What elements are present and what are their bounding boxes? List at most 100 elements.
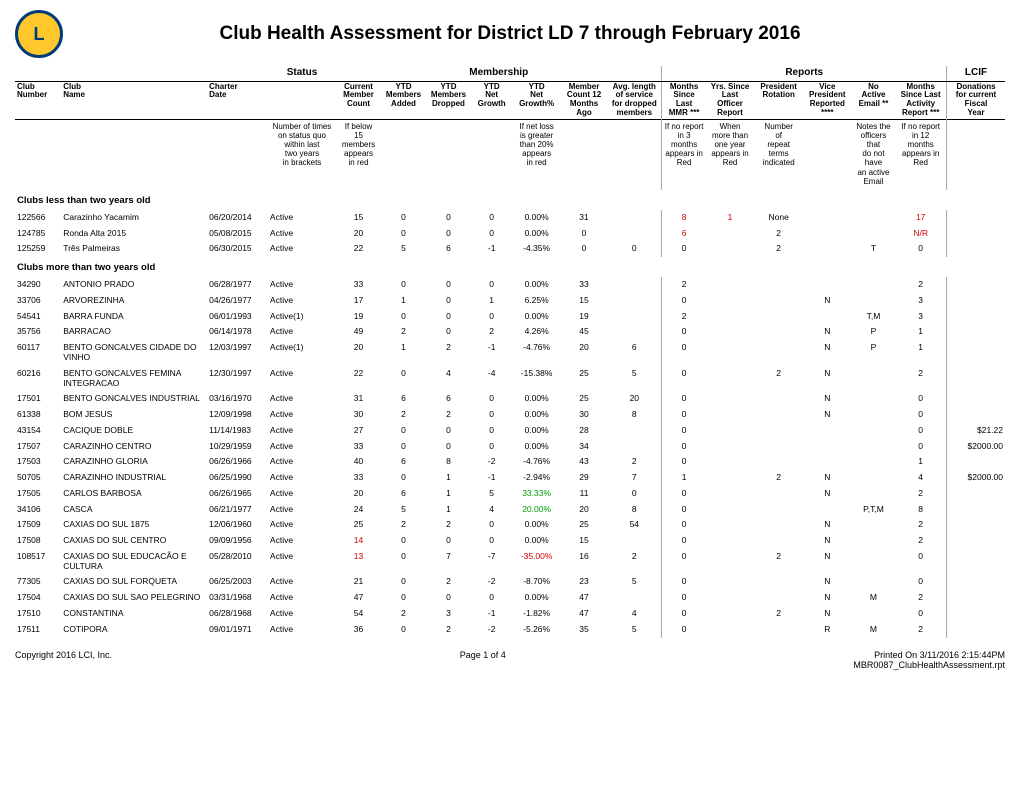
charter-date: 12/30/1997 [207,366,268,392]
officer-report [706,517,755,533]
club-number: 17505 [15,486,61,502]
vp-reported [803,210,852,226]
net-growth-pct: -4.76% [512,454,561,470]
footer: Copyright 2016 LCI, Inc. Page 1 of 4 Pri… [15,650,1005,670]
mmr: 2 [662,277,706,293]
activity-report: 0 [895,391,946,407]
dropped: 8 [426,454,471,470]
count-12mo: 34 [561,439,607,455]
net-growth-pct: -1.82% [512,606,561,622]
club-name: ARVOREZINHA [61,293,207,309]
charter-date: 06/26/1966 [207,454,268,470]
charter-date: 06/21/1977 [207,502,268,518]
donations [946,391,1005,407]
activity-report: 1 [895,454,946,470]
note-mmr: If no report in 3 months appears in Red [662,119,706,190]
status: Active [268,439,336,455]
table-row: 17510CONSTANTINA06/28/1968Active5423-1-1… [15,606,1005,622]
net-growth-pct: 0.00% [512,423,561,439]
net-growth-pct: -15.38% [512,366,561,392]
status: Active [268,622,336,638]
club-number: 43154 [15,423,61,439]
activity-report: 0 [895,423,946,439]
net-growth: 5 [471,486,512,502]
col-header-5: YTD Members Added [381,81,426,119]
count-12mo: 0 [561,241,607,257]
officer-report [706,549,755,575]
club-number: 17501 [15,391,61,407]
donations [946,486,1005,502]
member-count: 20 [336,226,381,242]
club-number: 122566 [15,210,61,226]
activity-report: 2 [895,277,946,293]
status: Active [268,391,336,407]
club-name: CAXIAS DO SUL 1875 [61,517,207,533]
club-number: 34290 [15,277,61,293]
added: 0 [381,226,426,242]
added: 0 [381,470,426,486]
mmr: 0 [662,454,706,470]
net-growth-pct: 0.00% [512,533,561,549]
table-row: 122566Carazinho Yacamim06/20/2014Active1… [15,210,1005,226]
vp-reported: N [803,606,852,622]
charter-date: 06/25/2003 [207,574,268,590]
club-number: 61338 [15,407,61,423]
mmr: 6 [662,226,706,242]
member-count: 17 [336,293,381,309]
added: 5 [381,502,426,518]
count-12mo: 19 [561,309,607,325]
activity-report: 3 [895,293,946,309]
club-name: CAXIAS DO SUL FORQUETA [61,574,207,590]
avg-service [607,590,662,606]
added: 0 [381,590,426,606]
count-12mo: 11 [561,486,607,502]
net-growth: -1 [471,606,512,622]
vp-reported [803,454,852,470]
club-name: BOM JESUS [61,407,207,423]
club-name: BENTO GONCALVES FEMINA INTEGRACAO [61,366,207,392]
officer-report [706,407,755,423]
vp-reported: N [803,366,852,392]
donations [946,277,1005,293]
net-growth-pct: -4.76% [512,340,561,366]
group-status: Status [268,66,336,81]
status: Active [268,574,336,590]
col-header-6: YTD Members Dropped [426,81,471,119]
net-growth-pct: -8.70% [512,574,561,590]
activity-report: 2 [895,366,946,392]
vp-reported: N [803,470,852,486]
officer-report [706,574,755,590]
no-email: T [852,241,896,257]
count-12mo: 35 [561,622,607,638]
no-email: M [852,590,896,606]
charter-date: 06/14/1978 [207,324,268,340]
vp-reported [803,277,852,293]
member-count: 31 [336,391,381,407]
added: 2 [381,324,426,340]
net-growth-pct: -5.26% [512,622,561,638]
status: Active(1) [268,340,336,366]
member-count: 33 [336,277,381,293]
net-growth: 0 [471,423,512,439]
club-number: 50705 [15,470,61,486]
club-number: 60216 [15,366,61,392]
charter-date: 09/01/1971 [207,622,268,638]
vp-reported: N [803,486,852,502]
avg-service: 2 [607,549,662,575]
activity-report: 0 [895,549,946,575]
vp-reported: N [803,407,852,423]
col-header-12: Yrs. Since Last Officer Report [706,81,755,119]
added: 0 [381,210,426,226]
added: 1 [381,340,426,366]
net-growth-pct: 0.00% [512,407,561,423]
no-email [852,293,896,309]
avg-service: 5 [607,366,662,392]
officer-report [706,340,755,366]
status: Active [268,407,336,423]
dropped: 0 [426,309,471,325]
donations [946,622,1005,638]
count-12mo: 47 [561,590,607,606]
member-count: 13 [336,549,381,575]
no-email [852,574,896,590]
avg-service: 20 [607,391,662,407]
